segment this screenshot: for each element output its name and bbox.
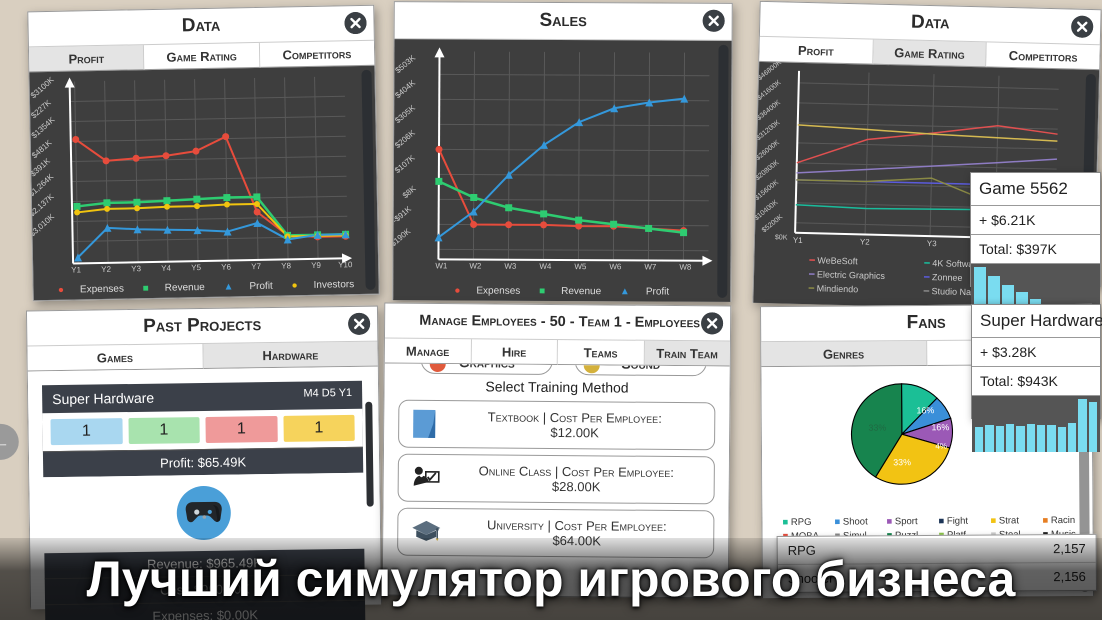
svg-text:16%: 16% [916,405,934,415]
svg-text:16%: 16% [931,422,949,432]
svg-text:33%: 33% [868,423,886,433]
svg-text:33%: 33% [893,457,911,467]
svg-text:4%: 4% [935,442,947,451]
